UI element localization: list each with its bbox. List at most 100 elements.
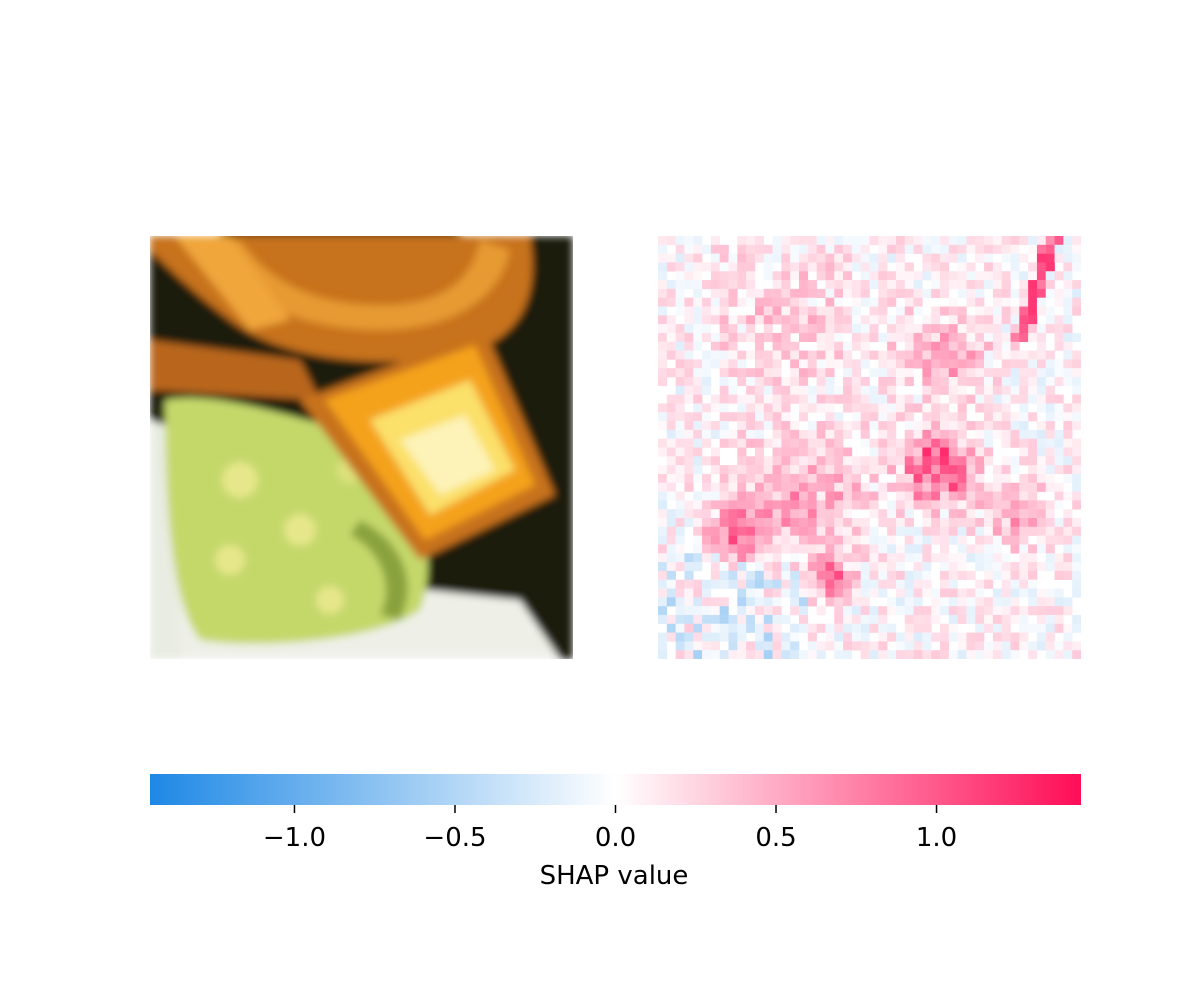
heatmap-cell	[710, 447, 720, 457]
heatmap-cell	[693, 306, 703, 316]
heatmap-cell	[825, 535, 835, 545]
heatmap-cell	[675, 324, 685, 334]
heatmap-cell	[790, 447, 800, 457]
heatmap-cell	[702, 262, 712, 272]
heatmap-cell	[1054, 288, 1064, 298]
heatmap-cell	[807, 535, 817, 545]
heatmap-cell	[781, 421, 791, 431]
heatmap-cell	[754, 509, 765, 519]
heatmap-cell	[807, 324, 817, 334]
heatmap-cell	[790, 570, 800, 580]
heatmap-cell	[1045, 597, 1055, 607]
heatmap-cell	[790, 553, 800, 563]
heatmap-cell	[860, 650, 870, 659]
heatmap-cell	[693, 262, 703, 272]
heatmap-cell	[904, 324, 914, 334]
heatmap-cell	[913, 280, 923, 290]
heatmap-cell	[728, 518, 738, 528]
heatmap-cell	[1028, 297, 1038, 307]
heatmap-cell	[843, 473, 853, 484]
heatmap-cell	[825, 385, 835, 395]
heatmap-cell	[1072, 526, 1081, 536]
heatmap-cell	[957, 456, 967, 466]
heatmap-cell	[825, 623, 835, 633]
heatmap-cell	[684, 236, 694, 246]
heatmap-cell	[1028, 271, 1038, 281]
heatmap-cell	[658, 244, 668, 254]
heatmap-cell	[1072, 350, 1081, 360]
heatmap-cell	[1072, 236, 1081, 246]
heatmap-cell	[763, 588, 773, 598]
heatmap-cell	[966, 262, 976, 272]
heatmap-cell	[666, 297, 676, 307]
heatmap-cell	[851, 412, 861, 422]
heatmap-cell	[825, 456, 835, 466]
heatmap-cell	[816, 562, 826, 572]
heatmap-cell	[975, 385, 985, 395]
heatmap-cell	[931, 650, 941, 659]
heatmap-cell	[834, 315, 844, 325]
heatmap-cell	[834, 253, 844, 263]
heatmap-cell	[895, 359, 906, 369]
heatmap-cell	[957, 394, 967, 404]
heatmap-cell	[790, 623, 800, 633]
heatmap-cell	[807, 429, 817, 439]
heatmap-cell	[948, 597, 958, 607]
heatmap-cell	[675, 650, 685, 659]
heatmap-cell	[684, 500, 694, 510]
heatmap-cell	[728, 623, 738, 633]
heatmap-cell	[799, 509, 809, 519]
heatmap-cell	[719, 614, 729, 625]
heatmap-cell	[693, 553, 703, 563]
heatmap-cell	[913, 588, 923, 598]
heatmap-cell	[1001, 606, 1011, 616]
heatmap-cell	[1045, 262, 1055, 272]
heatmap-cell	[869, 368, 879, 378]
heatmap-cell	[754, 588, 765, 598]
heatmap-cell	[737, 641, 747, 651]
heatmap-cell	[658, 606, 668, 616]
heatmap-cell	[746, 350, 756, 360]
heatmap-cell	[719, 465, 729, 475]
heatmap-cell	[1001, 332, 1011, 343]
heatmap-cell	[1054, 588, 1064, 598]
heatmap-cell	[1010, 412, 1020, 422]
heatmap-cell	[992, 473, 1002, 484]
heatmap-cell	[913, 553, 923, 563]
heatmap-cell	[702, 623, 712, 633]
heatmap-cell	[1028, 641, 1038, 651]
heatmap-cell	[1045, 403, 1055, 413]
heatmap-cell	[693, 332, 703, 343]
heatmap-cell	[887, 632, 897, 642]
heatmap-cell	[675, 394, 685, 404]
heatmap-cell	[975, 315, 985, 325]
heatmap-cell	[931, 262, 941, 272]
heatmap-cell	[737, 597, 747, 607]
heatmap-cell	[790, 641, 800, 651]
heatmap-cell	[781, 570, 791, 580]
heatmap-cell	[675, 562, 685, 572]
heatmap-cell	[948, 271, 958, 281]
heatmap-cell	[1010, 236, 1020, 246]
heatmap-cell	[702, 614, 712, 625]
heatmap-cell	[763, 306, 773, 316]
heatmap-cell	[816, 403, 826, 413]
heatmap-cell	[887, 253, 897, 263]
heatmap-cell	[940, 500, 950, 510]
heatmap-cell	[737, 650, 747, 659]
heatmap-cell	[754, 350, 765, 360]
heatmap-cell	[763, 403, 773, 413]
heatmap-cell	[904, 473, 914, 484]
heatmap-cell	[975, 297, 985, 307]
heatmap-cell	[763, 509, 773, 519]
heatmap-cell	[957, 438, 967, 448]
heatmap-cell	[948, 447, 958, 457]
heatmap-cell	[834, 236, 844, 246]
heatmap-cell	[940, 280, 950, 290]
heatmap-cell	[860, 262, 870, 272]
heatmap-cell	[904, 341, 914, 351]
heatmap-cell	[984, 332, 994, 343]
heatmap-cell	[737, 491, 747, 501]
heatmap-cell	[1072, 500, 1081, 510]
heatmap-cell	[1054, 271, 1064, 281]
